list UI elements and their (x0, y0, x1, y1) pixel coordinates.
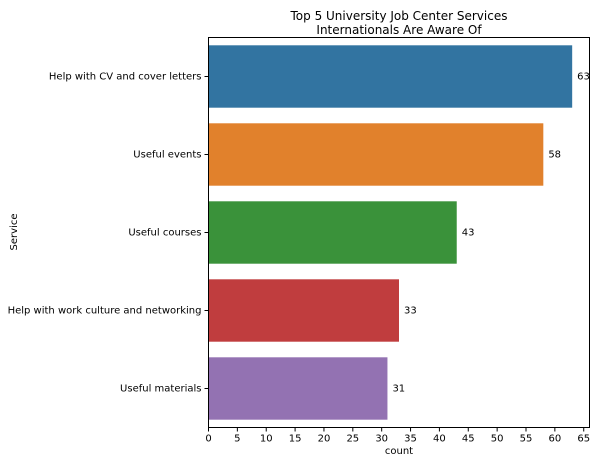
x-tick-label: 45 (462, 434, 475, 445)
x-tick-label: 25 (346, 434, 359, 445)
x-tick-label: 55 (520, 434, 533, 445)
x-tick-label: 10 (260, 434, 273, 445)
x-tick-label: 15 (289, 434, 302, 445)
bar-value-label: 43 (462, 228, 475, 239)
x-ticks-layer: 0 5 10 15 20 25 30 35 40 45 50 55 60 65 (205, 427, 590, 445)
bar-value-label: 31 (392, 384, 405, 395)
category-labels-layer: Help with CV and cover letters Useful eve… (8, 72, 209, 395)
y-tick-label: Useful courses (128, 228, 201, 239)
chart-title: Top 5 University Job Center Services Inte… (290, 9, 508, 37)
chart-title-line: Top 5 University Job Center Services (290, 9, 508, 23)
y-tick-label: Useful materials (120, 384, 201, 395)
x-tick-label: 65 (577, 434, 590, 445)
x-tick-label: 5 (234, 434, 240, 445)
bar-value-label: 33 (404, 306, 417, 317)
value-labels-layer: 63 58 43 33 31 (392, 72, 589, 395)
bar (208, 357, 388, 420)
x-axis-label: count (385, 446, 413, 457)
chart-title-line: Internationals Are Aware Of (316, 23, 482, 37)
x-tick-label: 0 (205, 434, 211, 445)
bar-value-label: 58 (548, 150, 561, 161)
plot-frame (208, 37, 590, 428)
y-tick-label: Useful events (133, 150, 201, 161)
y-tick-label: Help with work culture and networking (8, 306, 202, 317)
bar-value-label: 63 (577, 72, 590, 83)
x-tick-label: 20 (318, 434, 331, 445)
x-tick-label: 60 (548, 434, 561, 445)
bar (208, 201, 457, 264)
x-tick-label: 35 (404, 434, 417, 445)
x-tick-label: 40 (433, 434, 446, 445)
bars-layer (208, 45, 573, 420)
bar (208, 279, 399, 342)
x-tick-label: 50 (491, 434, 504, 445)
y-tick-label: Help with CV and cover letters (49, 72, 202, 83)
y-axis-label: Service (9, 214, 20, 251)
bar (208, 45, 573, 108)
x-tick-label: 30 (375, 434, 388, 445)
bar (208, 123, 544, 186)
